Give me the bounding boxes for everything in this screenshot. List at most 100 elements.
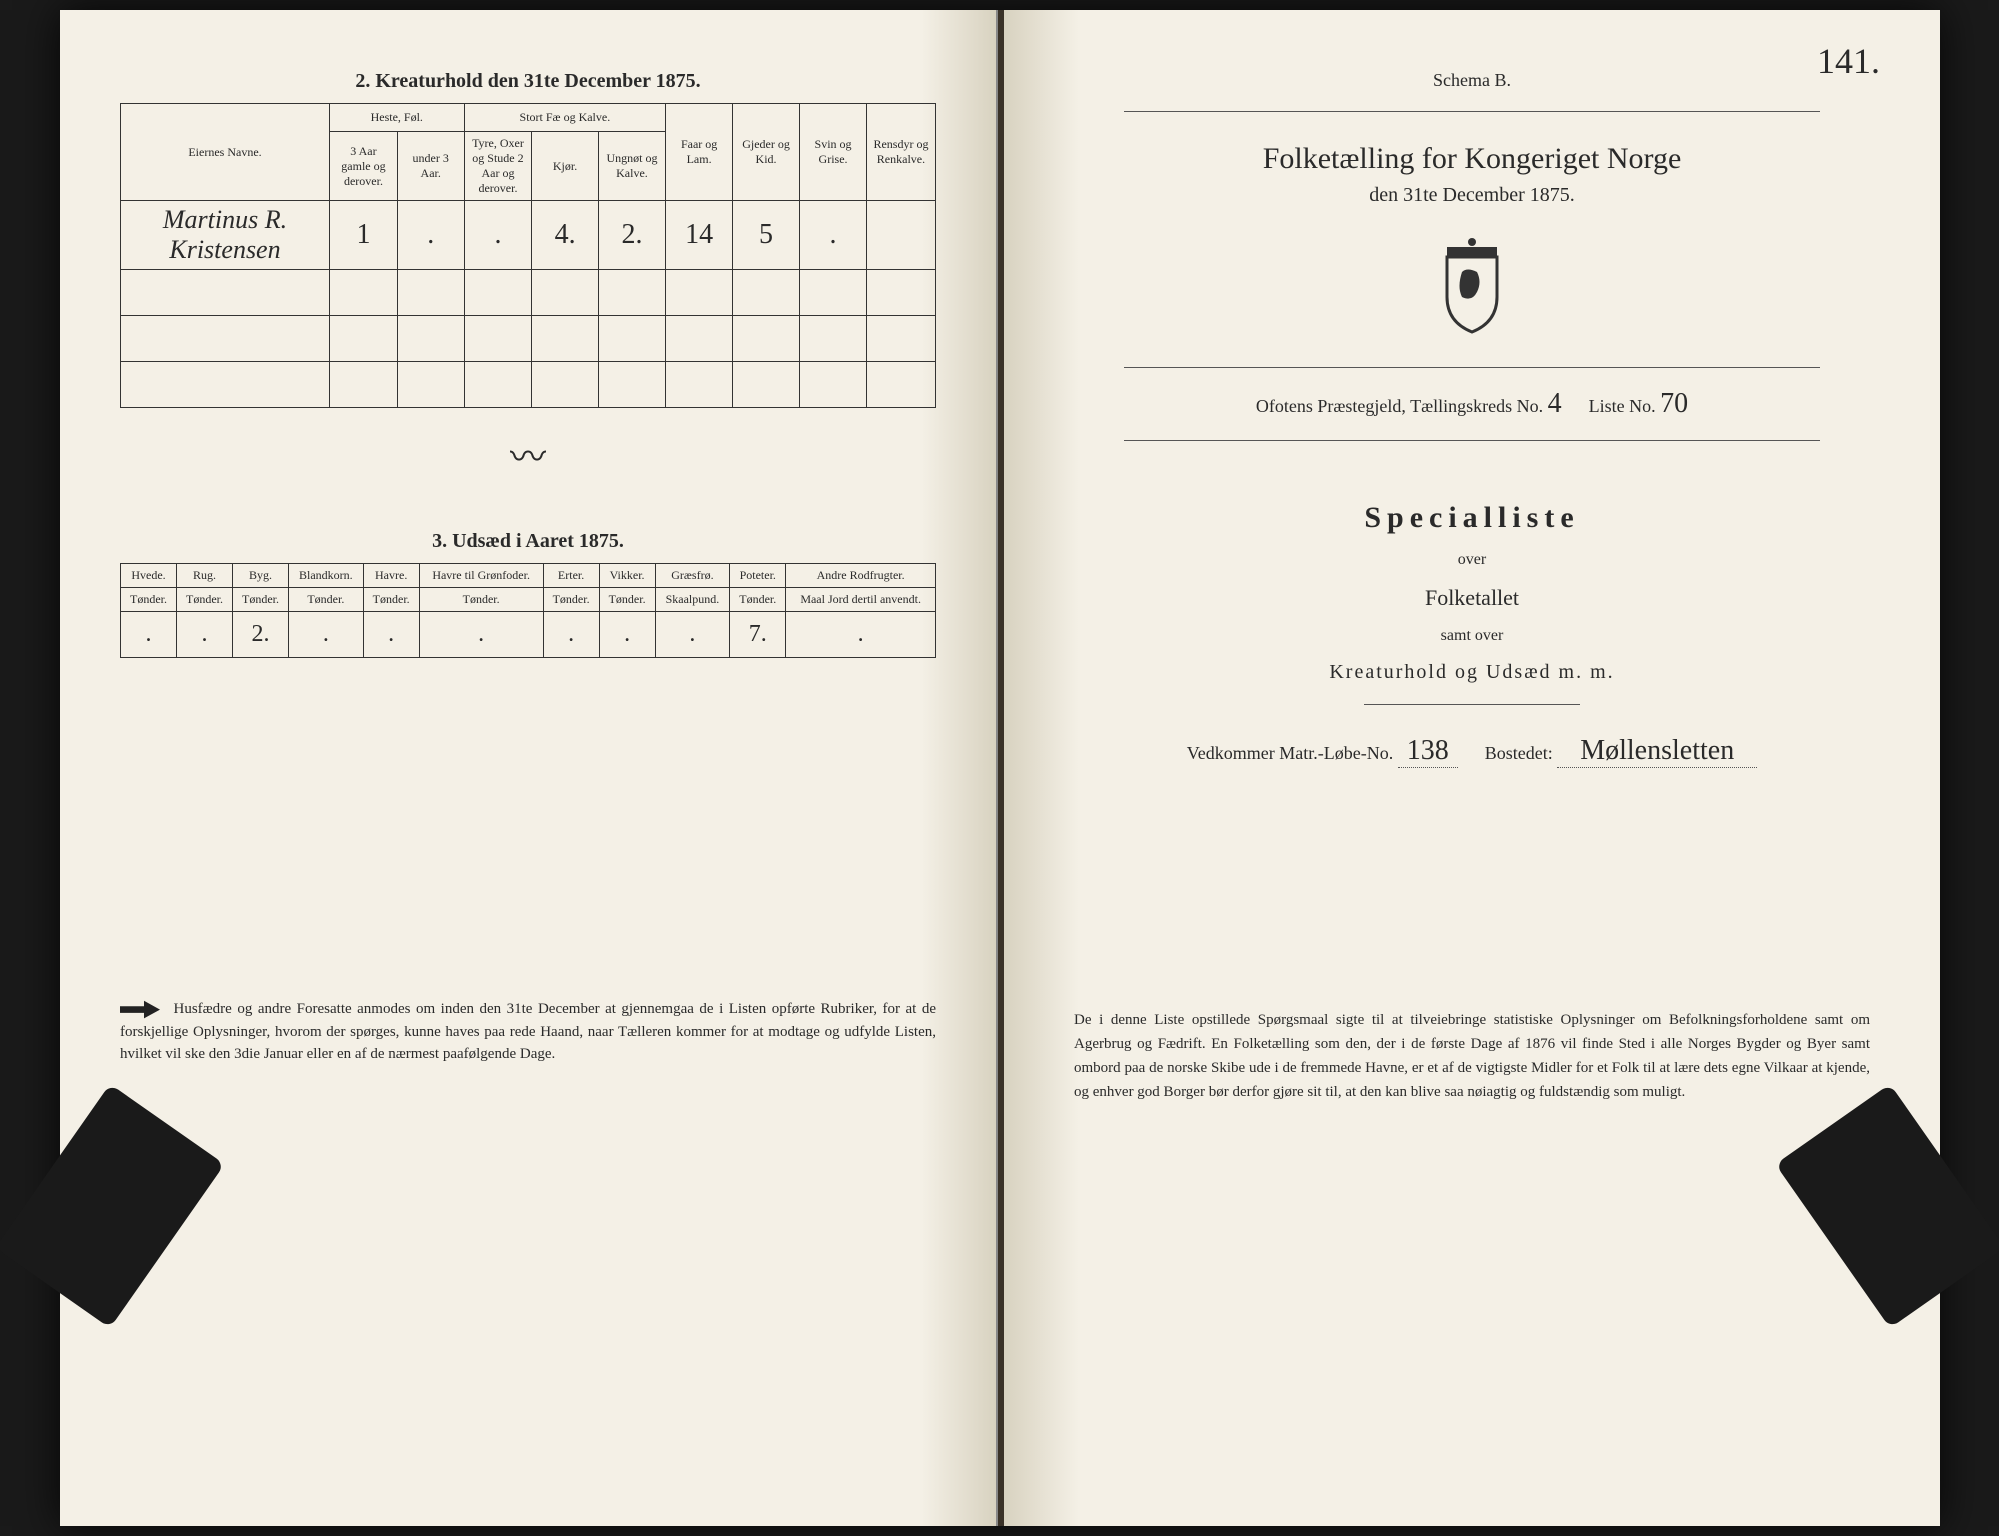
- header-pigs: Svin og Grise.: [800, 104, 867, 201]
- liste-no: 70: [1660, 388, 1688, 419]
- header-cows: Kjør.: [532, 132, 598, 201]
- district-line: Ofotens Præstegjeld, Tællingskreds No. 4…: [1064, 388, 1880, 420]
- main-title: Folketælling for Kongeriget Norge: [1064, 142, 1880, 176]
- cell-horses-under3: .: [397, 201, 464, 270]
- unit-blandkorn: Tønder.: [289, 588, 364, 612]
- sub-date: den 31te December 1875.: [1064, 184, 1880, 207]
- unit-byg: Tønder.: [233, 588, 289, 612]
- header-rug: Rug.: [177, 564, 233, 588]
- footer-text: Husfædre og andre Foresatte anmodes om i…: [120, 1001, 936, 1062]
- specialliste-title: Specialliste: [1064, 501, 1880, 535]
- header-bulls: Tyre, Oxer og Stude 2 Aar og derover.: [464, 132, 532, 201]
- header-havre: Havre.: [363, 564, 419, 588]
- table-row: . . 2. . . . . . . 7. .: [121, 612, 936, 658]
- seed-table: Hvede. Rug. Byg. Blandkorn. Havre. Havre…: [120, 563, 936, 658]
- cell-erter: .: [543, 612, 599, 658]
- header-byg: Byg.: [233, 564, 289, 588]
- cell-young: 2.: [598, 201, 666, 270]
- matr-line: Vedkommer Matr.-Løbe-No. 138 Bostedet: M…: [1064, 735, 1880, 768]
- kreatur-line: Kreaturhold og Udsæd m. m.: [1064, 661, 1880, 684]
- left-page: 2. Kreaturhold den 31te December 1875. E…: [60, 10, 998, 1526]
- table-row: [121, 316, 936, 362]
- header-havre-gron: Havre til Grønfoder.: [419, 564, 543, 588]
- divider: [1364, 704, 1580, 705]
- over-label: over: [1064, 551, 1880, 569]
- header-andre: Andre Rodfrugter.: [786, 564, 936, 588]
- cell-poteter: 7.: [730, 612, 786, 658]
- cell-cows: 4.: [532, 201, 598, 270]
- header-poteter: Poteter.: [730, 564, 786, 588]
- schema-label: Schema B.: [1064, 70, 1880, 91]
- header-hvede: Hvede.: [121, 564, 177, 588]
- section-3-title: 3. Udsæd i Aaret 1875.: [120, 530, 936, 553]
- header-blandkorn: Blandkorn.: [289, 564, 364, 588]
- cell-hvede: .: [121, 612, 177, 658]
- liste-label: Liste No.: [1589, 396, 1656, 416]
- right-page: Schema B. 141. Folketælling for Kongerig…: [1004, 10, 1940, 1526]
- unit-erter: Tønder.: [543, 588, 599, 612]
- table-row: Eiernes Navne. Heste, Føl. Stort Fæ og K…: [121, 104, 936, 132]
- unit-vikker: Tønder.: [599, 588, 655, 612]
- matr-no: 138: [1398, 735, 1458, 768]
- cell-graesfro: .: [655, 612, 730, 658]
- header-horses-over3: 3 Aar gamle og derover.: [330, 132, 398, 201]
- unit-graesfro: Skaalpund.: [655, 588, 730, 612]
- table-row: Martinus R. Kristensen 1 . . 4. 2. 14 5 …: [121, 201, 936, 270]
- cell-goats: 5: [732, 201, 799, 270]
- cell-rug: .: [177, 612, 233, 658]
- district-prefix: Ofotens Præstegjeld, Tællingskreds No.: [1256, 396, 1543, 416]
- page-number: 141.: [1817, 40, 1880, 82]
- bosted-label: Bostedet:: [1485, 743, 1553, 763]
- district-no: 4: [1548, 388, 1562, 419]
- header-goats: Gjeder og Kid.: [732, 104, 799, 201]
- unit-rug: Tønder.: [177, 588, 233, 612]
- pointing-hand-icon: [120, 999, 160, 1021]
- unit-hvede: Tønder.: [121, 588, 177, 612]
- cell-horses-over3: 1: [330, 201, 398, 270]
- divider: [1124, 111, 1820, 112]
- cell-vikker: .: [599, 612, 655, 658]
- page-clip-right: [1775, 1084, 1999, 1328]
- table-row: Hvede. Rug. Byg. Blandkorn. Havre. Havre…: [121, 564, 936, 588]
- header-young: Ungnøt og Kalve.: [598, 132, 666, 201]
- header-erter: Erter.: [543, 564, 599, 588]
- bosted-value: Møllensletten: [1557, 735, 1757, 768]
- cell-owner-name: Martinus R. Kristensen: [121, 201, 330, 270]
- cell-pigs: .: [800, 201, 867, 270]
- header-owner: Eiernes Navne.: [121, 104, 330, 201]
- divider: [1124, 440, 1820, 441]
- cell-reindeer: [866, 201, 935, 270]
- header-horses: Heste, Føl.: [330, 104, 465, 132]
- cell-havre: .: [363, 612, 419, 658]
- samt-over-label: samt over: [1064, 627, 1880, 645]
- coat-of-arms-icon: [1427, 237, 1517, 337]
- header-vikker: Vikker.: [599, 564, 655, 588]
- page-clip-left: [0, 1084, 225, 1328]
- header-reindeer: Rensdyr og Renkalve.: [866, 104, 935, 201]
- unit-andre: Maal Jord dertil anvendt.: [786, 588, 936, 612]
- cell-havre-gron: .: [419, 612, 543, 658]
- unit-havre-gron: Tønder.: [419, 588, 543, 612]
- folketallet-label: Folketallet: [1064, 585, 1880, 611]
- header-sheep: Faar og Lam.: [666, 104, 733, 201]
- cell-bulls: .: [464, 201, 532, 270]
- table-row: Tønder. Tønder. Tønder. Tønder. Tønder. …: [121, 588, 936, 612]
- cell-sheep: 14: [666, 201, 733, 270]
- unit-poteter: Tønder.: [730, 588, 786, 612]
- section-2-title: 2. Kreaturhold den 31te December 1875.: [120, 70, 936, 93]
- book-spread: 2. Kreaturhold den 31te December 1875. E…: [60, 10, 1940, 1526]
- table-row: [121, 362, 936, 408]
- header-horses-under3: under 3 Aar.: [397, 132, 464, 201]
- matr-label: Vedkommer Matr.-Løbe-No.: [1187, 743, 1393, 763]
- unit-havre: Tønder.: [363, 588, 419, 612]
- cell-blandkorn: .: [289, 612, 364, 658]
- left-footer-note: Husfædre og andre Foresatte anmodes om i…: [120, 998, 936, 1066]
- cell-byg: 2.: [233, 612, 289, 658]
- table-row: [121, 270, 936, 316]
- header-cattle: Stort Fæ og Kalve.: [464, 104, 666, 132]
- livestock-table: Eiernes Navne. Heste, Føl. Stort Fæ og K…: [120, 103, 936, 408]
- flourish-mark: 〰: [120, 408, 936, 500]
- cell-andre: .: [786, 612, 936, 658]
- header-graesfro: Græsfrø.: [655, 564, 730, 588]
- right-footer-text: De i denne Liste opstillede Spørgsmaal s…: [1064, 1008, 1880, 1104]
